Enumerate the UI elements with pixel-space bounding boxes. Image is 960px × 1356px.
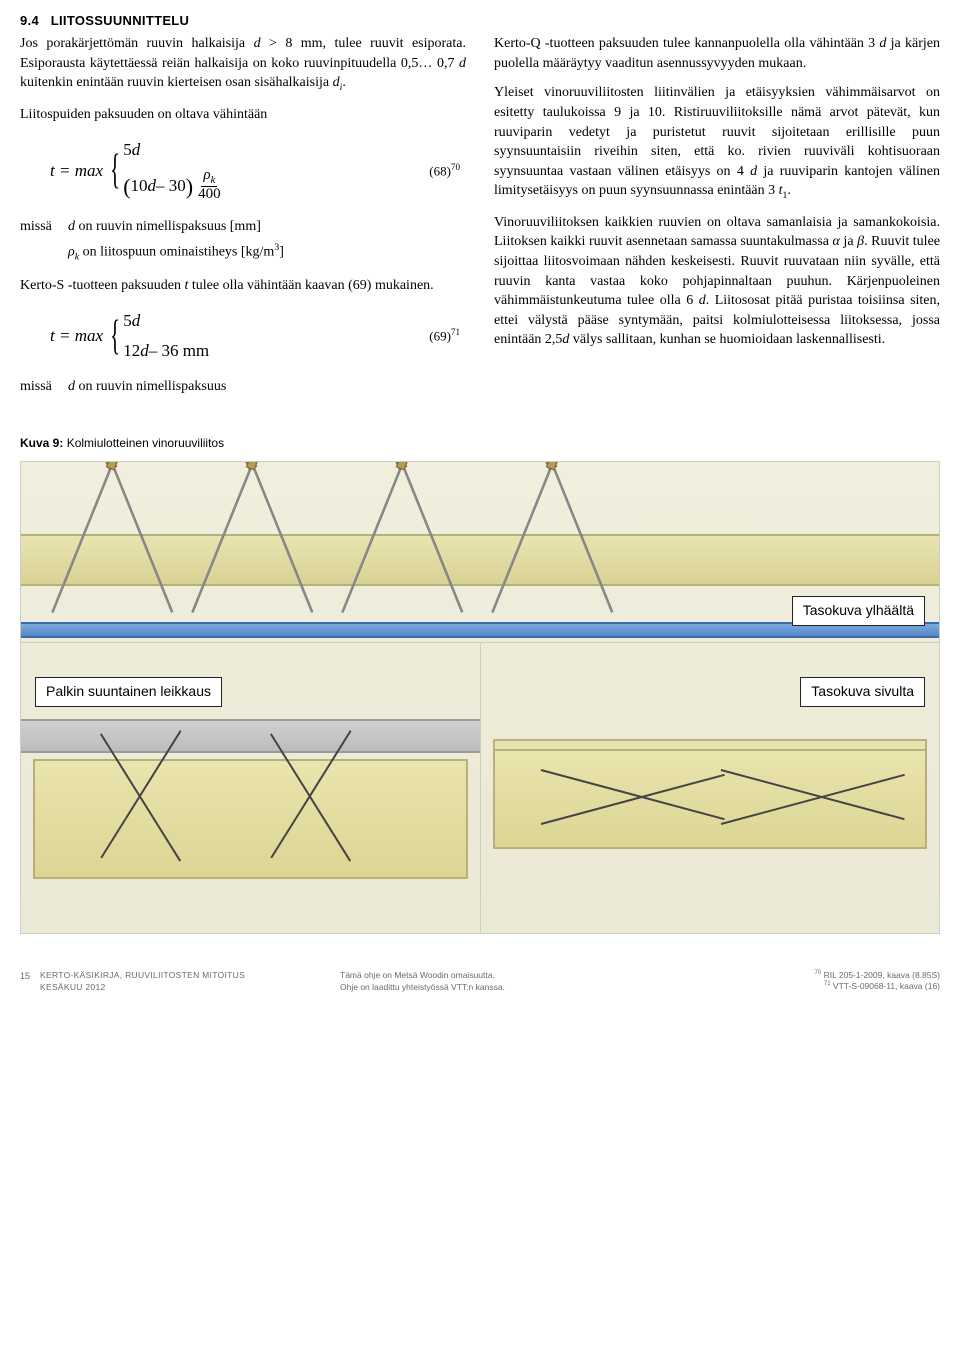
- figure-left-panel: Palkin suuntainen leikkaus: [21, 643, 480, 933]
- paragraph: Liitospuiden paksuuden on oltava vähintä…: [20, 105, 466, 125]
- figure-label-left: Palkin suuntainen leikkaus: [35, 677, 222, 707]
- right-column: Kerto-Q -tuotteen paksuuden tulee kannan…: [494, 34, 940, 408]
- section-heading: 9.4 LIITOSSUUNNITTELU: [20, 12, 940, 30]
- page-footer: 15 KERTO-KÄSIKIRJA, RUUVILIITOSTEN MITOI…: [20, 970, 940, 1010]
- figure-right-panel: Tasokuva sivulta: [480, 643, 940, 933]
- paragraph: Kerto-S -tuotteen paksuuden t tulee olla…: [20, 276, 466, 296]
- equation-68: t = max { 5d (10d – 30) ρk 400 (68)70: [20, 138, 466, 203]
- paragraph: Vinoruuviliitoksen kaikkien ruuvien on o…: [494, 213, 940, 350]
- section-title-text: LIITOSSUUNNITTELU: [51, 13, 189, 28]
- footer-right: 70 RIL 205-1-2009, kaava (8.85S) 71 VTT-…: [815, 970, 940, 992]
- paragraph: Jos porakärjettömän ruuvin halkaisija d …: [20, 34, 466, 95]
- figure-top-panel: Tasokuva ylhäältä: [21, 462, 939, 642]
- eq-ref: (68)70: [429, 161, 466, 181]
- figure-9: Tasokuva ylhäältä Palkin suuntainen leik…: [20, 461, 940, 934]
- figure-label-top: Tasokuva ylhäältä: [792, 596, 925, 626]
- two-column-body: Jos porakärjettömän ruuvin halkaisija d …: [20, 34, 940, 408]
- footer-middle: Tämä ohje on Metsä Woodin omaisuutta. Oh…: [340, 970, 815, 994]
- section-number: 9.4: [20, 13, 39, 28]
- definitions: missä d on ruuvin nimellispaksuus [mm] ρ…: [20, 217, 466, 264]
- figure-lower-row: Palkin suuntainen leikkaus Tasokuva sivu…: [21, 642, 939, 933]
- figure-caption: Kuva 9: Kolmiulotteinen vinoruuviliitos: [20, 435, 940, 452]
- page-number: 15: [20, 970, 30, 983]
- paragraph: Kerto-Q -tuotteen paksuuden tulee kannan…: [494, 34, 940, 73]
- figure-label-right: Tasokuva sivulta: [800, 677, 925, 707]
- equation-69: t = max { 5d 12d – 36 mm (69)71: [20, 309, 466, 363]
- eq-ref: (69)71: [429, 326, 466, 346]
- footer-left: KERTO-KÄSIKIRJA, RUUVILIITOSTEN MITOITUS…: [40, 970, 340, 994]
- definitions: missä d on ruuvin nimellispaksuus: [20, 377, 466, 397]
- left-column: Jos porakärjettömän ruuvin halkaisija d …: [20, 34, 466, 408]
- paragraph: Yleiset vinoruuviliitosten liitinvälien …: [494, 83, 940, 202]
